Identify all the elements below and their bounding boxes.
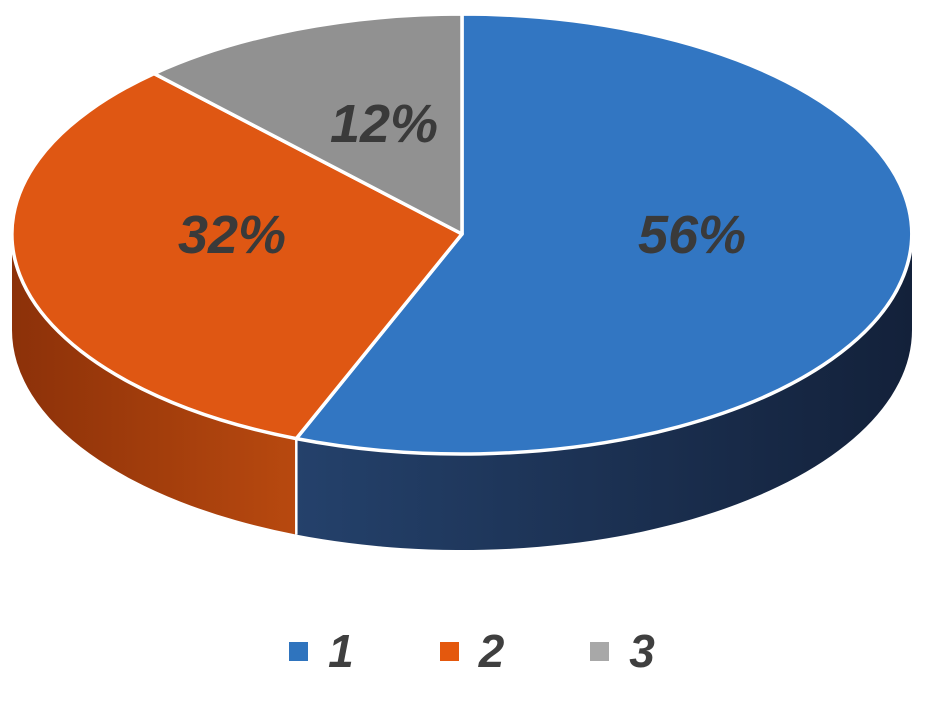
pie-slice-1 bbox=[294, 12, 914, 456]
legend-label-1: 1 bbox=[328, 625, 354, 677]
data-label-3: 12% bbox=[330, 94, 438, 154]
legend-swatch-1 bbox=[289, 641, 309, 661]
chart-legend: 1 2 3 bbox=[0, 628, 944, 674]
pie-slice-2 bbox=[10, 71, 464, 441]
legend-swatch-2 bbox=[439, 641, 459, 661]
pie-slice-side-2 bbox=[11, 234, 297, 535]
pie-slice-3 bbox=[152, 12, 464, 236]
legend-item-3: 3 bbox=[590, 628, 655, 674]
legend-swatch-3 bbox=[590, 641, 610, 661]
pie-slice-side-1 bbox=[296, 234, 913, 551]
data-label-1: 56% bbox=[638, 205, 746, 265]
legend-label-3: 3 bbox=[629, 625, 655, 677]
legend-item-1: 1 bbox=[289, 628, 354, 674]
legend-item-2: 2 bbox=[439, 625, 505, 677]
legend-label-2: 2 bbox=[478, 625, 505, 677]
data-label-2: 32% bbox=[178, 205, 286, 265]
